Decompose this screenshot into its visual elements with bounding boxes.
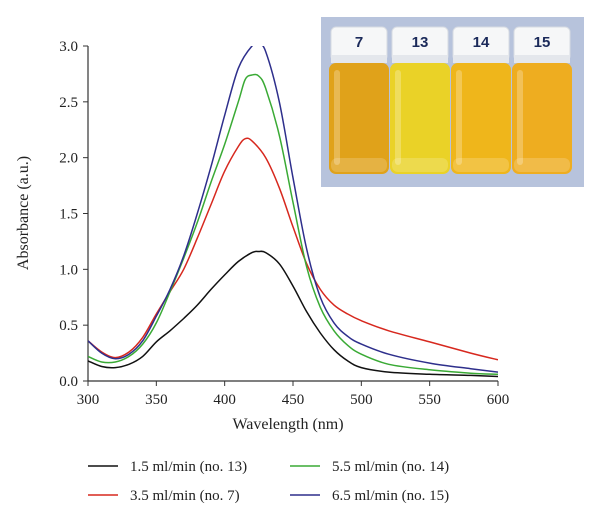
vial-cap-band [514, 55, 570, 63]
x-tick-label: 550 [418, 392, 441, 408]
vial-bottom [392, 158, 448, 172]
vial-label: 7 [355, 34, 363, 51]
series-line-1 [88, 250, 498, 378]
vial-cap-band [453, 55, 509, 63]
vial-label: 13 [412, 34, 429, 51]
x-tick-label: 300 [77, 392, 100, 408]
y-tick-label: 2.5 [59, 95, 78, 111]
vial-cap-band [331, 55, 387, 63]
y-tick-label: 0.0 [59, 374, 78, 390]
legend-label: 6.5 ml/min (no. 15) [332, 488, 449, 504]
series-layer [88, 46, 498, 378]
series-line-2 [88, 137, 498, 361]
vial-cap-band [392, 55, 448, 63]
vial-shine [395, 70, 401, 165]
vial-15: 15 [512, 26, 572, 174]
vial-label: 14 [473, 34, 490, 51]
y-tick-label: 0.5 [59, 318, 78, 334]
y-axis-title: Absorbance (a.u.) [15, 156, 32, 270]
y-tick-label: 3.0 [59, 39, 78, 55]
legend-label: 1.5 ml/min (no. 13) [130, 459, 247, 475]
y-tick-label: 1.5 [59, 207, 78, 223]
series-line-3 [88, 73, 498, 376]
vial-liquid [512, 63, 572, 174]
vial-7: 7 [329, 26, 389, 174]
x-tick-label: 400 [213, 392, 236, 408]
vial-liquid [390, 63, 450, 174]
legend-label: 3.5 ml/min (no. 7) [130, 488, 240, 504]
inset-photo: 7 13 14 15 [321, 17, 584, 187]
axis-ticks: 300 350 400 450 500 550 600 0.0 0.5 1.0 1.5 2.0 2.5 3… [59, 39, 509, 408]
x-tick-label: 350 [145, 392, 168, 408]
vial-14: 14 [451, 26, 511, 174]
vial-bottom [331, 158, 387, 172]
x-tick-label: 600 [487, 392, 510, 408]
vial-shine [456, 70, 462, 165]
vial-13: 13 [390, 26, 450, 174]
vial-liquid [451, 63, 511, 174]
y-tick-label: 2.0 [59, 151, 78, 167]
y-tick-label: 1.0 [59, 262, 78, 278]
vial-label: 15 [534, 34, 551, 51]
vial-group: 7 13 14 15 [329, 26, 572, 174]
vial-bottom [514, 158, 570, 172]
series-line-4 [88, 46, 498, 373]
vial-shine [517, 70, 523, 165]
legend: 1.5 ml/min (no. 13) 5.5 ml/min (no. 14) 3.… [88, 459, 449, 504]
legend-label: 5.5 ml/min (no. 14) [332, 459, 449, 475]
vial-liquid [329, 63, 389, 174]
vial-bottom [453, 158, 509, 172]
x-tick-label: 450 [282, 392, 305, 408]
x-axis-title: Wavelength (nm) [232, 416, 343, 433]
vial-shine [334, 70, 340, 165]
x-tick-label: 500 [350, 392, 373, 408]
